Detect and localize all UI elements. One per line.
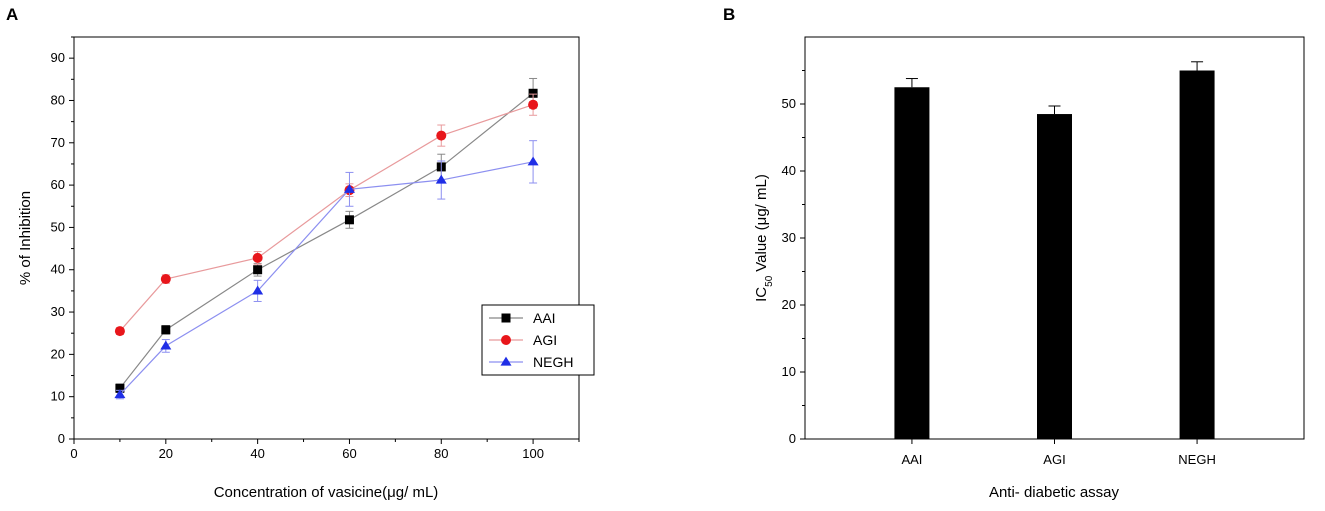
ylabel-ic: IC [753, 287, 770, 302]
series-agi [114, 93, 539, 337]
ylabel-rest: Value (μg/ mL) [753, 174, 770, 272]
legend-label-agi: AGI [533, 332, 557, 348]
data-point-circle [528, 99, 539, 110]
series-aai [115, 77, 538, 393]
y-tick-label-a: 40 [51, 262, 65, 277]
y-tick-label-a: 0 [58, 431, 65, 446]
y-tick-label-b: 0 [789, 431, 796, 446]
y-tick-label-a: 90 [51, 50, 65, 65]
data-point-square [344, 215, 354, 225]
svg-text:IC50Value (μg/ mL): IC50 Value (μg/ mL) [753, 174, 775, 302]
x-tick-label-a: 100 [522, 446, 544, 461]
bar-aai [894, 87, 930, 439]
y-tick-label-a: 10 [51, 389, 65, 404]
data-point-triangle [343, 183, 355, 193]
data-point-triangle [527, 156, 539, 166]
series-line-negh [119, 161, 534, 395]
axis-ticks-a: 0 20 40 60 80 100 0 10 20 30 40 50 60 70 80 90 [51, 36, 580, 461]
x-tick-label-a: 20 [159, 446, 173, 461]
y-tick-label-a: 80 [51, 92, 65, 107]
series-line-aai [119, 92, 534, 389]
data-point-triangle [160, 340, 172, 350]
plot-area-a [73, 36, 580, 440]
data-point-triangle [114, 389, 126, 399]
data-point-square [115, 383, 125, 393]
y-tick-label-a: 70 [51, 135, 65, 150]
x-tick-label-a: 80 [434, 446, 448, 461]
ylabel-sub: 50 [764, 275, 775, 287]
data-point-triangle [500, 356, 512, 366]
y-tick-label-b: 30 [782, 230, 796, 245]
data-point-circle [160, 274, 171, 285]
panel-label-b: B [723, 5, 735, 24]
y-tick-label-a: 30 [51, 304, 65, 319]
legend-label-negh: NEGH [533, 354, 573, 370]
x-tick-label-agi: AGI [1043, 452, 1065, 467]
data-point-square [501, 313, 511, 323]
x-tick-label-a: 0 [70, 446, 77, 461]
y-axis-title-b: IC50 Value (μg/ mL) [753, 174, 775, 302]
legend-a: AAI AGI NEGH [481, 304, 595, 376]
y-tick-label-a: 20 [51, 346, 65, 361]
y-tick-label-a: 50 [51, 219, 65, 234]
bar-agi [1037, 114, 1072, 440]
x-tick-label-a: 40 [250, 446, 264, 461]
y-tick-label-b: 20 [782, 297, 796, 312]
data-point-circle [114, 326, 125, 337]
data-point-circle [436, 130, 447, 141]
series-group-a [114, 77, 539, 400]
bar-chart-b: 0 10 20 30 40 50 AAI AGI NEGH Anti- diabetic ass… [753, 36, 1305, 501]
legend-label-aai: AAI [533, 310, 556, 326]
y-tick-label-b: 50 [782, 96, 796, 111]
bars-group-b [894, 61, 1215, 440]
x-tick-label-aai: AAI [901, 452, 922, 467]
data-point-circle [501, 335, 511, 345]
y-tick-label-b: 10 [782, 364, 796, 379]
data-point-square [528, 88, 538, 98]
line-chart-a: 0 20 40 60 80 100 0 10 20 30 40 50 60 70 80 90 Concentr… [17, 36, 595, 501]
y-tick-label-b: 40 [782, 163, 796, 178]
bar-negh [1179, 70, 1215, 439]
data-point-square [161, 325, 171, 335]
panel-label-a: A [6, 5, 18, 24]
y-tick-label-a: 60 [51, 177, 65, 192]
data-point-triangle [252, 285, 264, 295]
x-axis-title-b: Anti- diabetic assay [989, 484, 1120, 501]
series-line-agi [119, 104, 534, 332]
y-axis-title-a: % of Inhibition [17, 191, 34, 285]
data-point-circle [252, 252, 263, 263]
x-axis-title-a: Concentration of vasicine(μg/ mL) [214, 484, 439, 501]
data-point-square [253, 265, 263, 275]
x-tick-label-negh: NEGH [1178, 452, 1216, 467]
data-point-triangle [435, 174, 447, 184]
series-negh [114, 140, 539, 400]
axis-ticks-b: 0 10 20 30 40 50 AAI AGI NEGH [782, 70, 1216, 467]
x-tick-label-a: 60 [342, 446, 356, 461]
